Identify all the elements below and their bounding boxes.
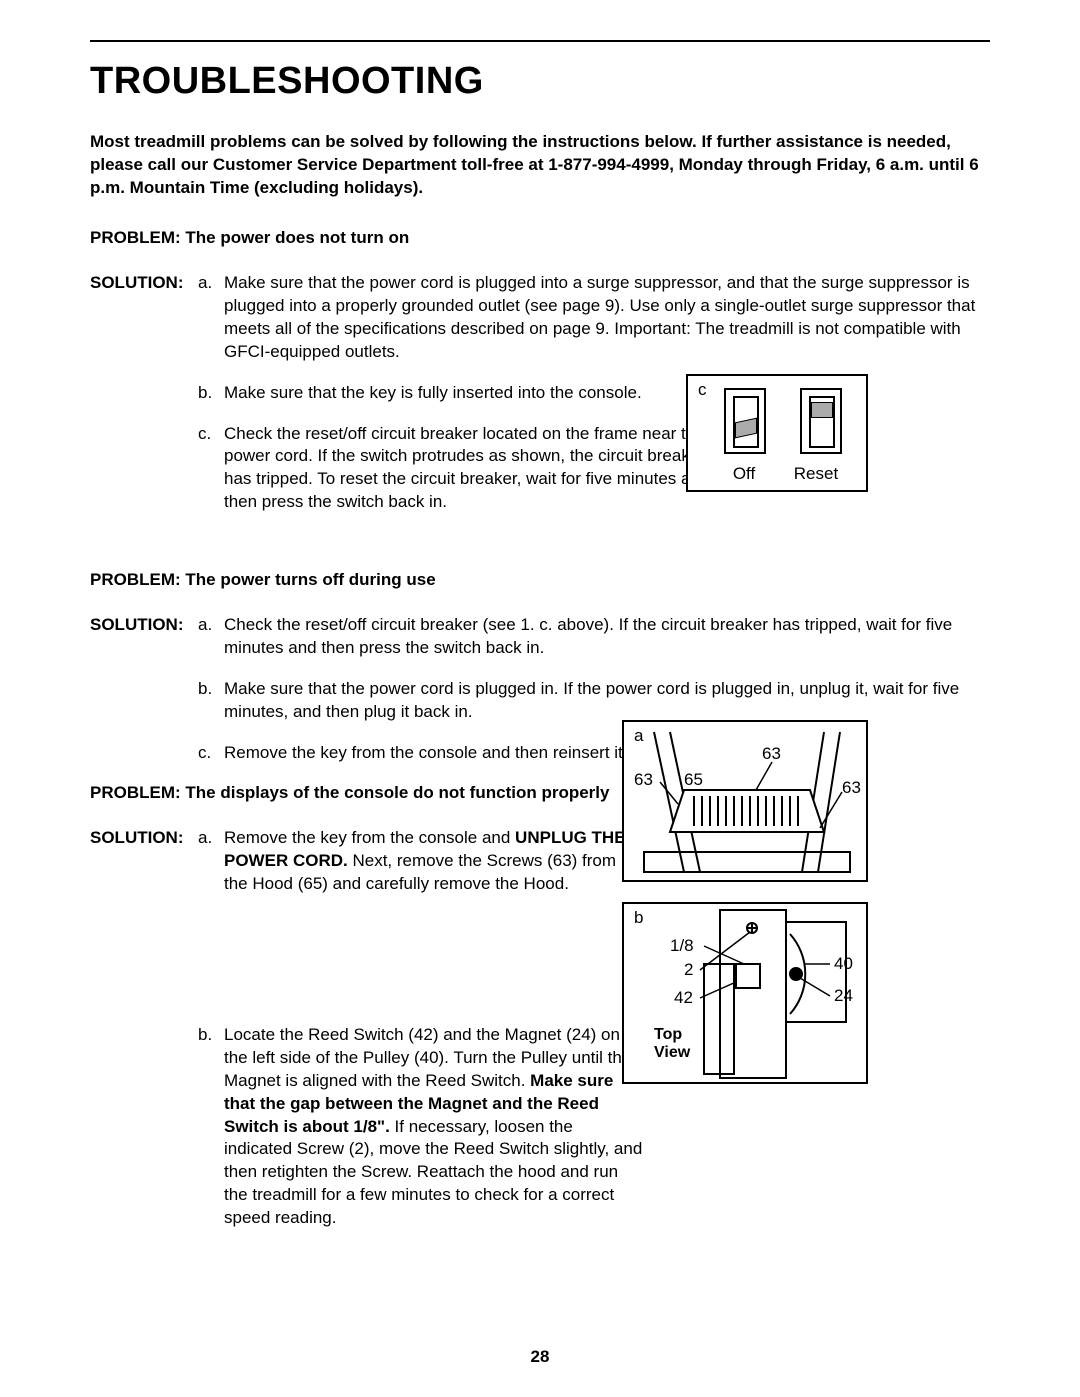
- switch-off-icon: [724, 388, 766, 454]
- solution-2b: b. Make sure that the power cord is plug…: [90, 678, 990, 724]
- page-number: 28: [0, 1347, 1080, 1367]
- figure-a: a 63: [622, 720, 868, 882]
- label-1-8: 1/8: [670, 936, 694, 956]
- label-63-left: 63: [634, 770, 653, 790]
- figure-c: c Off Reset: [686, 374, 868, 492]
- problem-1-heading: PROBLEM: The power does not turn on: [90, 228, 990, 248]
- switch-reset-icon: [800, 388, 842, 454]
- item-text: Make sure that the power cord is plugged…: [224, 272, 990, 364]
- item-text: Remove the key from the console and UNPL…: [224, 827, 644, 896]
- item-letter: c.: [198, 742, 216, 765]
- figure-b: b 1/8 2 42 40 24 TopView: [622, 902, 868, 1084]
- item-text: Check the reset/off circuit breaker loca…: [224, 423, 724, 515]
- problem-2-heading: PROBLEM: The power turns off during use: [90, 570, 990, 590]
- item-letter: b.: [198, 382, 216, 405]
- label-2: 2: [684, 960, 693, 980]
- item-text: Make sure that the key is fully inserted…: [224, 382, 990, 405]
- item-letter: a.: [198, 827, 216, 896]
- off-label: Off: [714, 464, 774, 484]
- figure-c-tag: c: [698, 380, 707, 400]
- text-run: Remove the key from the console and: [224, 828, 515, 847]
- item-letter: b.: [198, 678, 216, 724]
- item-letter: c.: [198, 423, 216, 515]
- page-title: TROUBLESHOOTING: [90, 60, 990, 103]
- treadmill-hood-icon: [624, 722, 870, 884]
- solution-label: SOLUTION:: [90, 272, 190, 364]
- label-65: 65: [684, 770, 703, 790]
- item-letter: a.: [198, 614, 216, 660]
- intro-paragraph: Most treadmill problems can be solved by…: [90, 131, 990, 200]
- solution-2a: SOLUTION: a. Check the reset/off circuit…: [90, 614, 990, 660]
- item-text: Check the reset/off circuit breaker (see…: [224, 614, 990, 660]
- reset-label: Reset: [786, 464, 846, 484]
- label-42: 42: [674, 988, 693, 1008]
- solution-label: SOLUTION:: [90, 614, 190, 660]
- item-text: Locate the Reed Switch (42) and the Magn…: [224, 1024, 644, 1230]
- top-view-label: TopView: [654, 1026, 690, 1063]
- solution-1a: SOLUTION: a. Make sure that the power co…: [90, 272, 990, 364]
- item-letter: b.: [198, 1024, 216, 1230]
- solution-label: SOLUTION:: [90, 827, 190, 896]
- item-letter: a.: [198, 272, 216, 364]
- item-text: Make sure that the power cord is plugged…: [224, 678, 990, 724]
- label-40: 40: [834, 954, 853, 974]
- label-63-right: 63: [842, 778, 861, 798]
- item-text: Remove the key from the console and then…: [224, 742, 990, 765]
- top-rule: [90, 40, 990, 42]
- label-63-top: 63: [762, 744, 781, 764]
- label-24: 24: [834, 986, 853, 1006]
